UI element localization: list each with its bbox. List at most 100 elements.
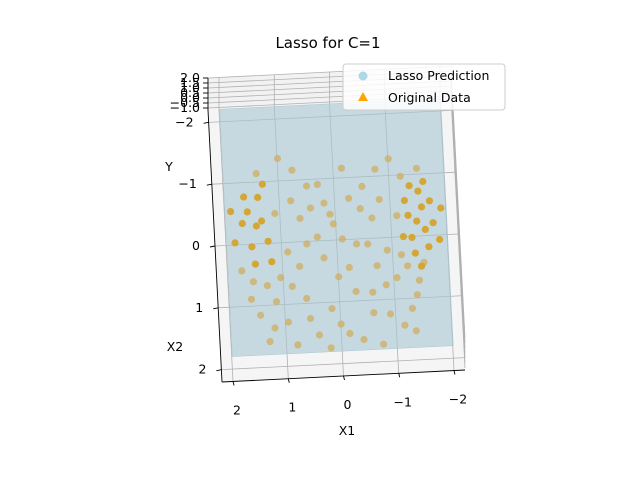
data-point-original <box>371 165 379 173</box>
data-point-original <box>429 219 437 227</box>
y-tick-label: 1 <box>195 300 203 315</box>
data-point-original <box>231 239 239 247</box>
data-point-original <box>399 233 407 241</box>
data-point-original <box>412 164 421 172</box>
data-point-original <box>393 274 401 282</box>
data-point-original <box>386 310 395 318</box>
data-point-original <box>384 155 392 163</box>
data-point-original <box>284 318 293 326</box>
data-point-original <box>288 166 296 174</box>
y-tick-mark <box>216 369 222 372</box>
data-point-original <box>437 204 445 212</box>
data-point-original <box>425 197 433 205</box>
data-point-original <box>287 197 295 205</box>
data-point-original <box>306 204 314 212</box>
data-point-original <box>345 263 353 272</box>
x-tick-label: 0 <box>344 397 352 412</box>
data-point-original <box>421 225 429 233</box>
data-point-original <box>271 209 279 218</box>
data-point-original <box>418 262 426 270</box>
legend-label-original-data: Original Data <box>388 90 471 105</box>
data-point-original <box>240 193 248 201</box>
data-point-original <box>404 262 412 270</box>
data-point-original <box>436 235 444 244</box>
data-point-original <box>345 194 353 202</box>
data-point-original <box>284 248 292 256</box>
data-point-original <box>258 180 266 188</box>
data-point-original <box>337 320 345 328</box>
data-point-original <box>271 324 279 332</box>
data-point-original <box>277 274 285 282</box>
data-point-original <box>393 212 401 220</box>
data-point-original <box>303 294 311 303</box>
x-tick-mark <box>398 373 401 378</box>
data-point-original <box>408 233 416 241</box>
data-point-original <box>313 180 321 188</box>
data-point-original <box>425 243 433 251</box>
data-point-original <box>264 237 272 245</box>
data-point-original <box>252 222 260 230</box>
data-point-original <box>369 288 377 296</box>
y-tick-label: 0 <box>192 238 200 253</box>
data-point-original <box>328 305 336 313</box>
data-point-original <box>352 287 360 295</box>
z-axis-label: Y <box>164 159 173 174</box>
data-point-original <box>337 164 345 172</box>
x-tick-label: −1 <box>393 394 411 409</box>
data-point-original <box>417 203 426 211</box>
data-point-original <box>405 182 413 190</box>
data-point-original <box>364 240 372 248</box>
y-tick-label: −1 <box>178 176 196 191</box>
legend-marker-original-data <box>358 92 368 101</box>
data-point-original <box>272 298 281 306</box>
data-point-original <box>413 217 421 225</box>
legend-label-lasso-prediction: Lasso Prediction <box>388 68 489 83</box>
data-point-original <box>243 208 251 216</box>
z-tick-label: 1.5 <box>180 75 200 90</box>
data-point-original <box>396 172 404 180</box>
data-point-original <box>288 282 296 290</box>
data-point-original <box>306 314 314 323</box>
chart-title: Lasso for C=1 <box>275 34 380 52</box>
data-point-original <box>320 199 328 207</box>
y-tick-label: 2 <box>198 362 206 377</box>
y-tick-mark <box>213 307 219 310</box>
data-point-original <box>248 243 256 251</box>
data-point-original <box>383 246 391 254</box>
data-point-original <box>401 321 409 329</box>
data-point-original <box>327 344 335 352</box>
legend-box <box>342 63 506 111</box>
data-point-original <box>294 341 302 349</box>
x-axis-label: X1 <box>339 423 356 438</box>
y-tick-label: −2 <box>175 114 193 129</box>
x-tick-mark <box>343 375 345 381</box>
data-point-original <box>313 233 321 241</box>
data-point-original <box>382 281 390 289</box>
x-tick-label: 1 <box>288 400 296 415</box>
data-point-original <box>338 235 346 243</box>
data-point-original <box>397 251 405 259</box>
z-tick-label: 0.0 <box>180 90 200 105</box>
data-point-original <box>356 205 364 213</box>
x-tick-mark <box>232 381 235 386</box>
data-point-original <box>254 193 262 201</box>
data-point-original <box>358 182 366 190</box>
data-point-original <box>268 258 276 266</box>
data-point-original <box>326 210 334 218</box>
data-point-original <box>352 240 361 248</box>
data-point-original <box>296 262 304 270</box>
data-point-original <box>249 278 257 286</box>
data-point-original <box>335 273 343 281</box>
data-point-original <box>368 214 376 222</box>
data-point-original <box>400 196 408 205</box>
x-tick-label: 2 <box>233 403 241 418</box>
legend: Lasso Prediction Original Data <box>342 63 506 111</box>
data-point-original <box>404 211 412 219</box>
data-point-original <box>411 249 419 257</box>
grid-line-x <box>218 77 234 382</box>
data-point-original <box>315 331 324 339</box>
tick-labels: 2 1 0 −1 −2 −2 −1 0 1 2 2.01.51.00.50.0−0.5−1.0 <box>170 70 468 418</box>
data-points-layer <box>227 154 445 352</box>
data-point-original <box>360 335 368 344</box>
